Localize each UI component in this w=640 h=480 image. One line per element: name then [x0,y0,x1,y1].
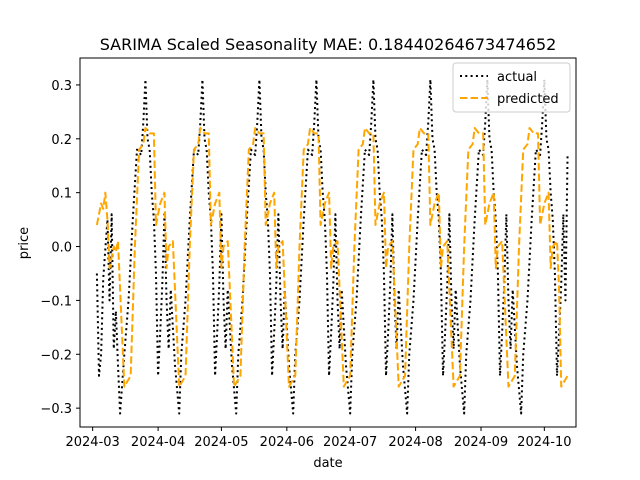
x-tick-label: 2024-04 [131,435,185,450]
legend-label-actual: actual [497,70,537,85]
y-tick-label: −0.1 [40,294,72,309]
y-tick-label: 0.1 [51,187,72,202]
axes-frame [79,57,577,428]
y-tick-label: 0.2 [51,133,72,148]
x-tick-label: 2024-10 [517,435,571,450]
y-axis-label: price [17,227,32,259]
legend: actual predicted [452,62,571,113]
x-tick-label: 2024-06 [260,435,314,450]
x-axis-label: date [313,456,342,471]
x-tick-label: 2024-05 [194,435,248,450]
x-tick-label: 2024-07 [323,435,377,450]
x-axis: 2024-03 2024-04 2024-05 2024-06 2024-07 2024-… [65,427,572,450]
series-line-actual [95,78,569,415]
series-line-predicted [95,127,569,388]
series-layer [95,78,569,415]
x-tick-label: 2024-08 [388,435,442,450]
y-axis: −0.3 −0.2 −0.1 0.0 0.1 0.2 0.3 [40,79,80,417]
y-tick-label: 0.3 [51,79,72,94]
y-tick-label: 0.0 [51,241,72,256]
chart-title: SARIMA Scaled Seasonality MAE: 0.1844026… [100,35,557,54]
y-tick-label: −0.2 [40,348,72,363]
legend-label-predicted: predicted [497,92,559,107]
y-tick-label: −0.3 [40,402,72,417]
plot-area [79,57,577,428]
x-tick-label: 2024-03 [65,435,119,450]
x-tick-label: 2024-09 [454,435,508,450]
